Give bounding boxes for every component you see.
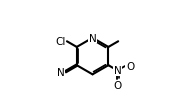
Text: O: O bbox=[126, 61, 134, 71]
Text: N: N bbox=[114, 66, 121, 76]
Text: O: O bbox=[113, 81, 122, 91]
Text: Cl: Cl bbox=[56, 37, 66, 46]
Text: N: N bbox=[89, 33, 96, 43]
Text: N: N bbox=[57, 68, 65, 78]
